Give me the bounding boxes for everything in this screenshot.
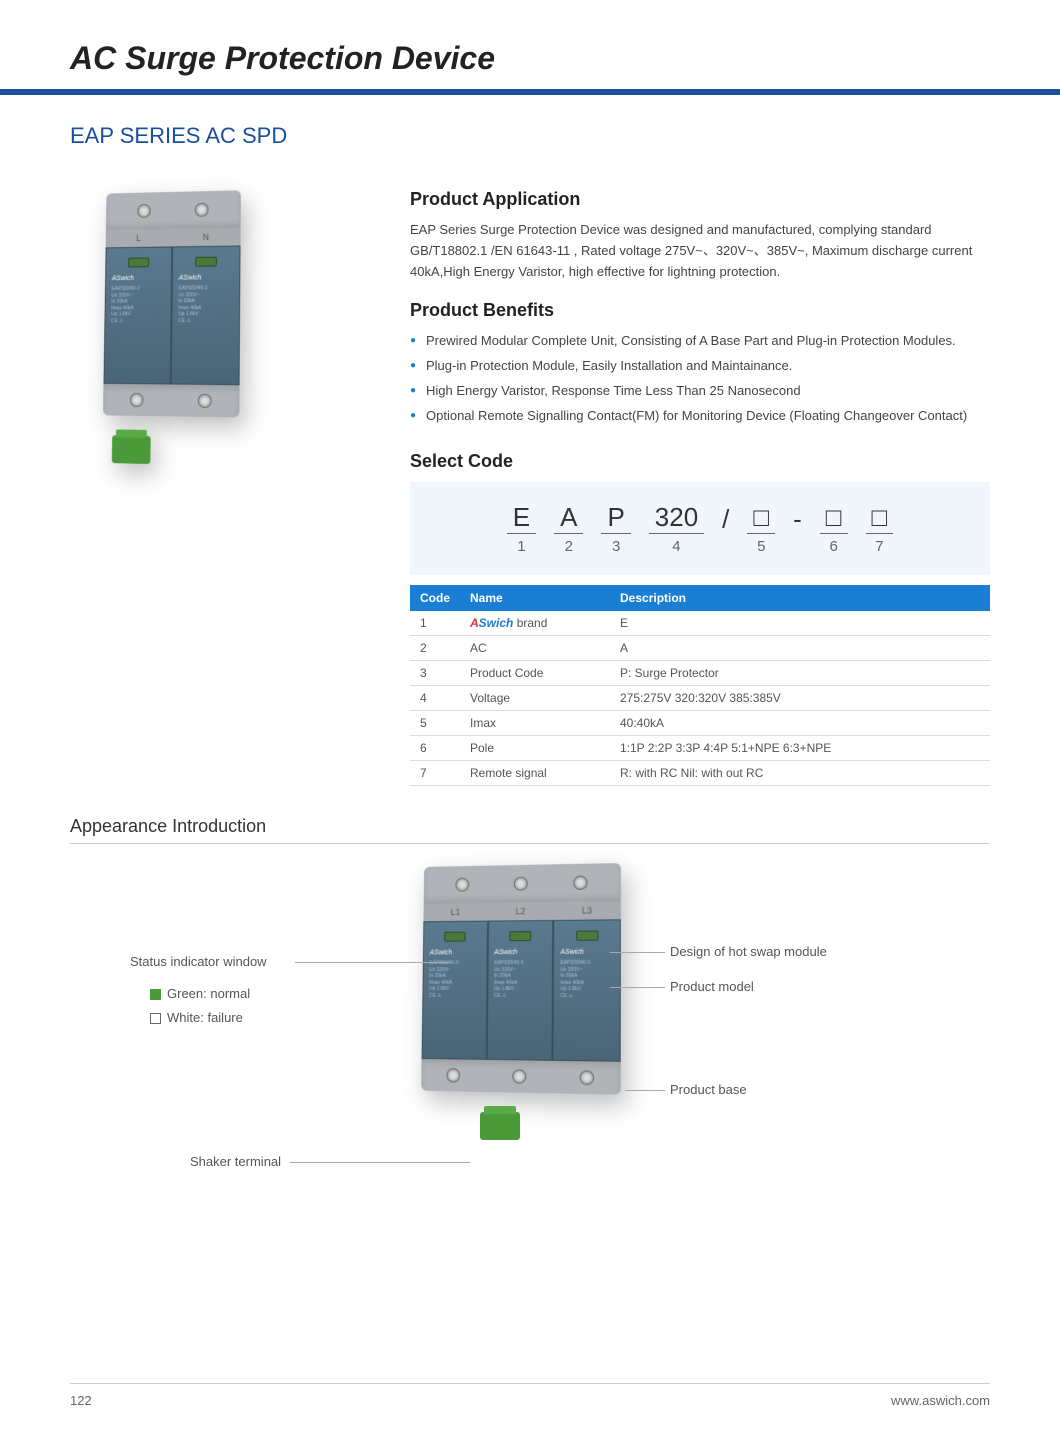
benefit-item: Optional Remote Signalling Contact(FM) f… xyxy=(410,406,990,427)
benefits-list: Prewired Modular Complete Unit, Consisti… xyxy=(410,331,990,426)
series-title: EAP SERIES AC SPD xyxy=(70,123,990,149)
legend-white: White: failure xyxy=(150,1006,250,1031)
table-row: 2ACA xyxy=(410,635,990,660)
th-desc: Description xyxy=(610,585,990,611)
label-hotswap: Design of hot swap module xyxy=(670,944,827,959)
table-row: 6Pole1:1P 2:2P 3:3P 4:4P 5:1+NPE 6:3+NPE xyxy=(410,735,990,760)
benefit-item: Prewired Modular Complete Unit, Consisti… xyxy=(410,331,990,352)
application-text: EAP Series Surge Protection Device was d… xyxy=(410,220,990,282)
benefit-item: High Energy Varistor, Response Time Less… xyxy=(410,381,990,402)
page-title: AC Surge Protection Device xyxy=(70,40,990,77)
appearance-heading: Appearance Introduction xyxy=(70,816,990,837)
table-row: 3Product CodeP: Surge Protector xyxy=(410,660,990,685)
label-model: Product model xyxy=(670,979,754,994)
label-shaker: Shaker terminal xyxy=(190,1154,281,1169)
footer-url: www.aswich.com xyxy=(891,1393,990,1408)
table-row: 5Imax40:40kA xyxy=(410,710,990,735)
th-code: Code xyxy=(410,585,460,611)
legend-green: Green: normal xyxy=(150,982,250,1007)
page-number: 122 xyxy=(70,1393,92,1408)
label-base: Product base xyxy=(670,1082,747,1097)
appearance-diagram: L1L2L3 ASwichEAP320/40-3Uc 320V~In 20kAI… xyxy=(70,864,990,1224)
table-row: 1ASwich brandE xyxy=(410,611,990,636)
title-rule xyxy=(0,89,1060,95)
table-row: 7Remote signalR: with RC Nil: with out R… xyxy=(410,760,990,785)
product-image-2p: LN ASwichEAP320/40-2Uc 320V~In 20kAImax … xyxy=(102,187,372,469)
label-status: Status indicator window xyxy=(130,954,267,969)
application-heading: Product Application xyxy=(410,189,990,210)
table-row: 4Voltage275:275V 320:320V 385:385V xyxy=(410,685,990,710)
product-image-3p: L1L2L3 ASwichEAP320/40-3Uc 320V~In 20kAI… xyxy=(421,863,621,1095)
code-pattern: E1 A2 P3 3204 / □5 - □6 □7 xyxy=(410,482,990,575)
benefits-heading: Product Benefits xyxy=(410,300,990,321)
select-code-heading: Select Code xyxy=(410,451,990,472)
terminal-block-icon xyxy=(112,435,151,464)
benefit-item: Plug-in Protection Module, Easily Instal… xyxy=(410,356,990,377)
section-rule xyxy=(70,843,990,844)
terminal-block-icon xyxy=(480,1112,520,1140)
th-name: Name xyxy=(460,585,610,611)
code-table: Code Name Description 1ASwich brandE 2AC… xyxy=(410,585,990,786)
